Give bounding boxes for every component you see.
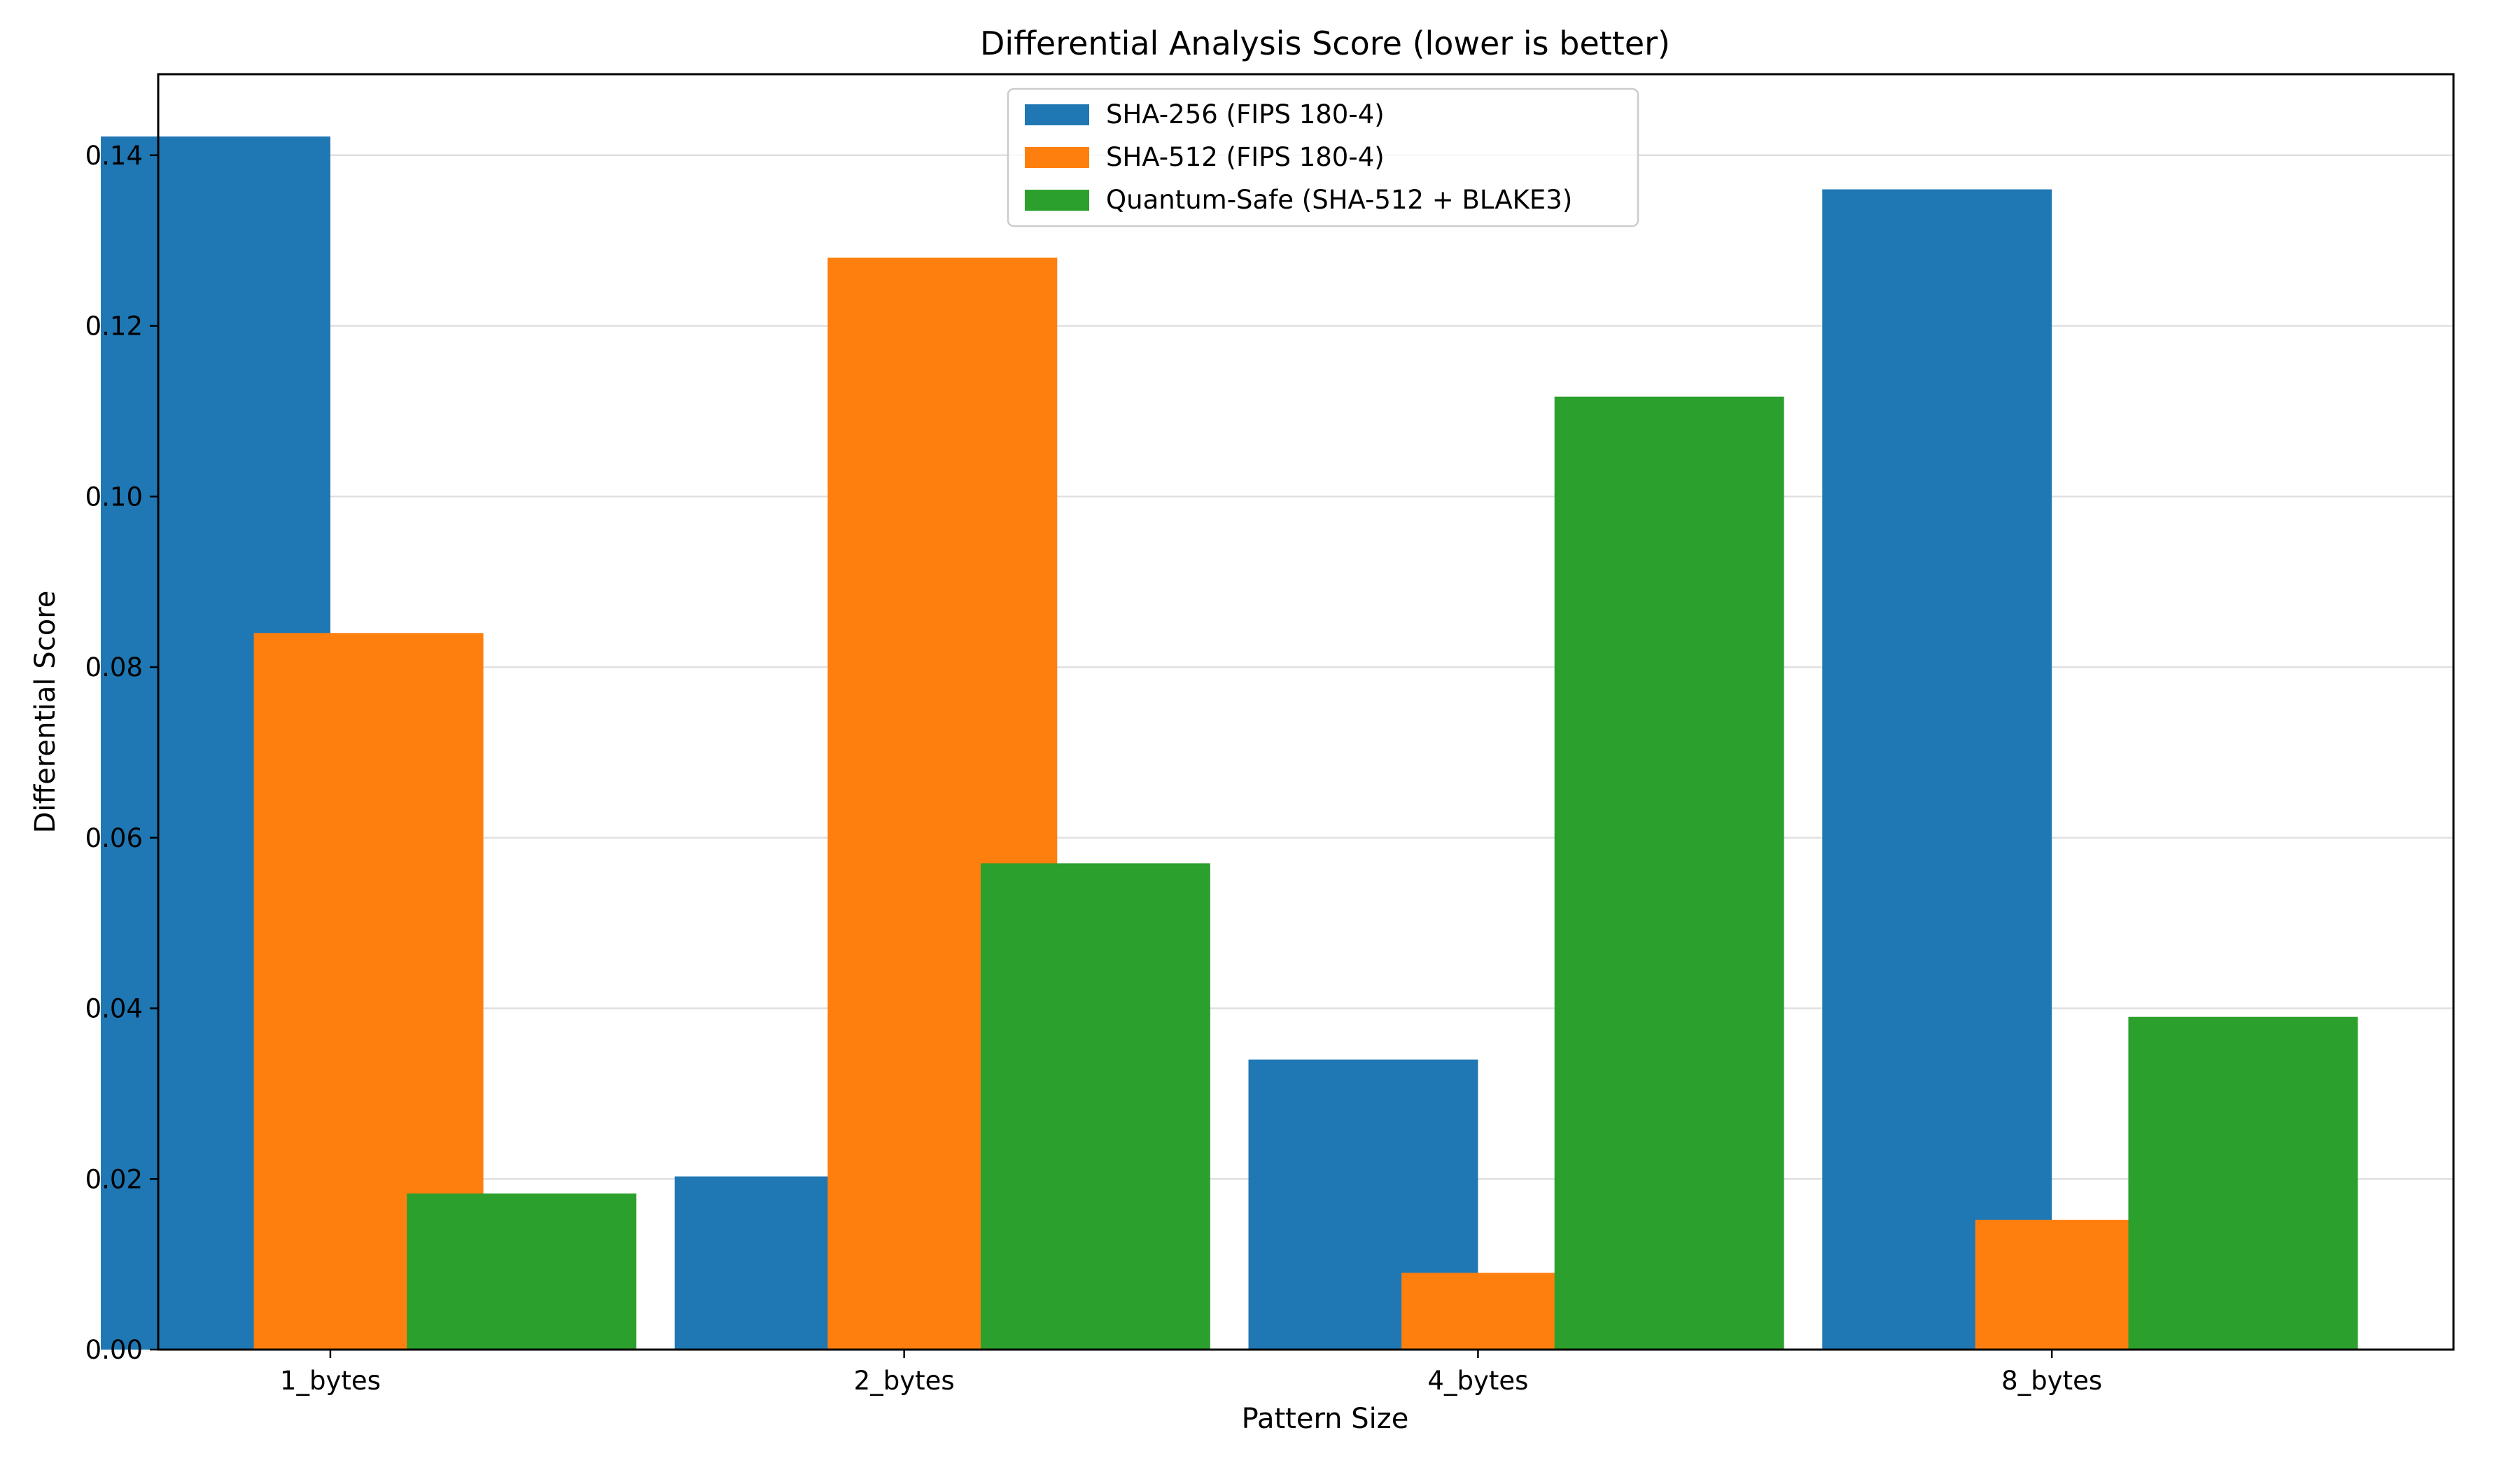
bar <box>407 1193 637 1350</box>
legend-swatch <box>1025 104 1089 125</box>
y-tick-label: 0.04 <box>85 994 143 1024</box>
x-tick-label: 4_bytes <box>1427 1366 1528 1396</box>
y-tick-label: 0.02 <box>85 1164 143 1194</box>
chart-title: Differential Analysis Score (lower is be… <box>980 24 1670 62</box>
legend-label: SHA-256 (FIPS 180-4) <box>1106 99 1385 130</box>
y-tick-label: 0.12 <box>85 312 143 342</box>
legend-label: Quantum-Safe (SHA-512 + BLAKE3) <box>1106 185 1572 215</box>
x-axis-ticks: 1_bytes 2_bytes 4_bytes 8_bytes <box>280 1350 2102 1396</box>
y-axis-ticks: 0.00 0.02 0.04 0.06 0.08 0.10 0.12 0.14 <box>85 141 158 1365</box>
y-tick-label: 0.14 <box>85 141 143 171</box>
y-tick-label: 0.10 <box>85 482 143 512</box>
bar <box>1822 189 2052 1350</box>
legend-swatch <box>1025 190 1089 211</box>
plot-frame <box>157 73 2455 1351</box>
legend-label: SHA-512 (FIPS 180-4) <box>1106 142 1385 172</box>
y-tick-label: 0.00 <box>85 1335 143 1365</box>
legend-box <box>1007 88 1639 227</box>
bars <box>101 136 2358 1350</box>
x-tick-label: 2_bytes <box>854 1366 955 1396</box>
y-axis-label: Differential Score <box>29 591 62 834</box>
bar <box>2128 1016 2358 1350</box>
legend-swatch <box>1025 147 1089 168</box>
y-tick-label: 0.06 <box>85 823 143 853</box>
x-tick-label: 1_bytes <box>280 1366 381 1396</box>
bar <box>1554 396 1784 1350</box>
legend: SHA-256 (FIPS 180-4) SHA-512 (FIPS 180-4)… <box>1007 88 1639 227</box>
x-axis-label: Pattern Size <box>1242 1403 1409 1435</box>
x-tick-label: 8_bytes <box>2001 1366 2102 1396</box>
y-tick-label: 0.08 <box>85 652 143 682</box>
bar <box>980 863 1210 1350</box>
